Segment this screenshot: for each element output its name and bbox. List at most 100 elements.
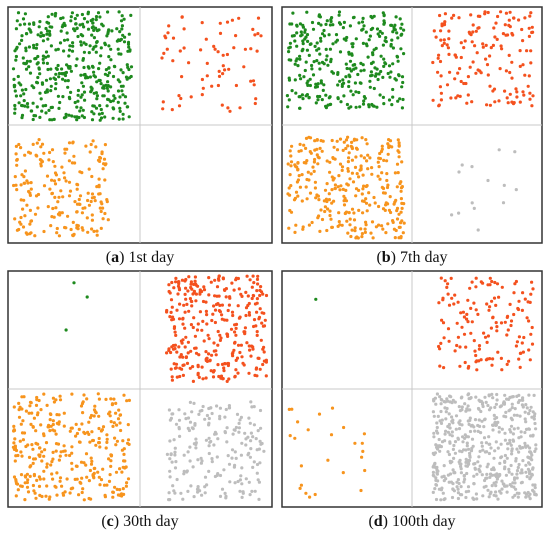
green-point (129, 65, 134, 69)
red-point (184, 297, 188, 301)
red-point (489, 46, 493, 50)
orange-point (372, 195, 376, 200)
red-point (210, 318, 214, 323)
red-point (458, 94, 462, 98)
red-point (442, 23, 447, 27)
gray-point (460, 395, 464, 399)
green-point (73, 115, 77, 119)
orange-point (71, 220, 75, 224)
red-point (233, 374, 237, 378)
red-point (186, 340, 190, 344)
green-point (128, 49, 132, 53)
green-point (103, 72, 107, 76)
orange-point (50, 191, 55, 195)
orange-point (85, 216, 89, 220)
red-point (213, 308, 218, 312)
red-point (439, 74, 443, 78)
orange-point (25, 485, 30, 489)
green-point (26, 105, 30, 109)
green-point (20, 88, 24, 92)
red-point (169, 298, 174, 302)
orange-point (337, 174, 341, 178)
green-point (120, 89, 124, 93)
green-point (337, 21, 342, 25)
red-point (217, 274, 221, 278)
gray-point (525, 475, 529, 479)
gray-point (247, 416, 251, 420)
orange-point (88, 440, 92, 444)
orange-point (365, 142, 369, 146)
gray-point (186, 489, 190, 493)
green-point (303, 28, 307, 32)
green-point (371, 51, 375, 55)
gray-point (508, 428, 512, 432)
red-point (512, 312, 516, 317)
red-point (248, 278, 252, 282)
orange-point (318, 146, 322, 150)
red-point (164, 36, 168, 40)
green-point (352, 15, 356, 19)
orange-point (346, 183, 350, 187)
gray-point (468, 416, 472, 420)
red-point (501, 32, 505, 36)
gray-point (489, 446, 493, 450)
green-point (22, 92, 26, 96)
red-point (468, 286, 472, 290)
orange-point (313, 180, 317, 184)
gray-point (480, 473, 484, 477)
gray-point (256, 478, 260, 482)
red-point (253, 302, 257, 306)
red-point (181, 322, 185, 326)
green-point (376, 77, 380, 82)
green-point (24, 49, 28, 53)
gray-point (533, 449, 537, 453)
orange-point (370, 172, 374, 176)
gray-point (258, 408, 263, 413)
orange-point (23, 481, 27, 485)
green-point (69, 19, 73, 23)
green-point (44, 26, 48, 31)
gray-point (444, 410, 448, 414)
green-point (23, 12, 27, 16)
gray-point (497, 430, 501, 434)
green-point (107, 71, 111, 75)
red-point (217, 69, 221, 73)
orange-point (115, 487, 119, 491)
green-point (46, 15, 50, 19)
green-point (322, 34, 327, 38)
orange-point (338, 162, 343, 166)
gray-point (485, 472, 489, 476)
gray-point (167, 498, 171, 502)
orange-point (121, 439, 125, 443)
green-point (61, 95, 65, 99)
green-point (399, 26, 403, 30)
red-point (469, 306, 473, 310)
red-point (216, 363, 220, 367)
red-point (220, 303, 224, 307)
green-point (99, 46, 103, 50)
green-point (391, 46, 395, 50)
gray-point (517, 462, 521, 467)
red-point (205, 313, 209, 317)
green-point (395, 31, 399, 35)
red-point (510, 76, 514, 80)
orange-point (89, 142, 93, 147)
orange-point (83, 206, 87, 210)
green-point (342, 20, 346, 24)
orange-point (327, 198, 331, 202)
orange-point (323, 188, 328, 192)
gray-point (528, 477, 532, 481)
gray-point (494, 490, 498, 494)
green-point (389, 42, 393, 47)
orange-point (119, 428, 123, 433)
red-point (189, 95, 193, 99)
green-point (14, 54, 18, 59)
orange-point (103, 211, 107, 216)
gray-point (436, 469, 440, 473)
green-point (35, 81, 40, 85)
green-point (397, 73, 401, 77)
orange-point (313, 186, 317, 190)
red-point (259, 34, 263, 38)
orange-point (43, 448, 47, 452)
orange-point (102, 483, 107, 487)
